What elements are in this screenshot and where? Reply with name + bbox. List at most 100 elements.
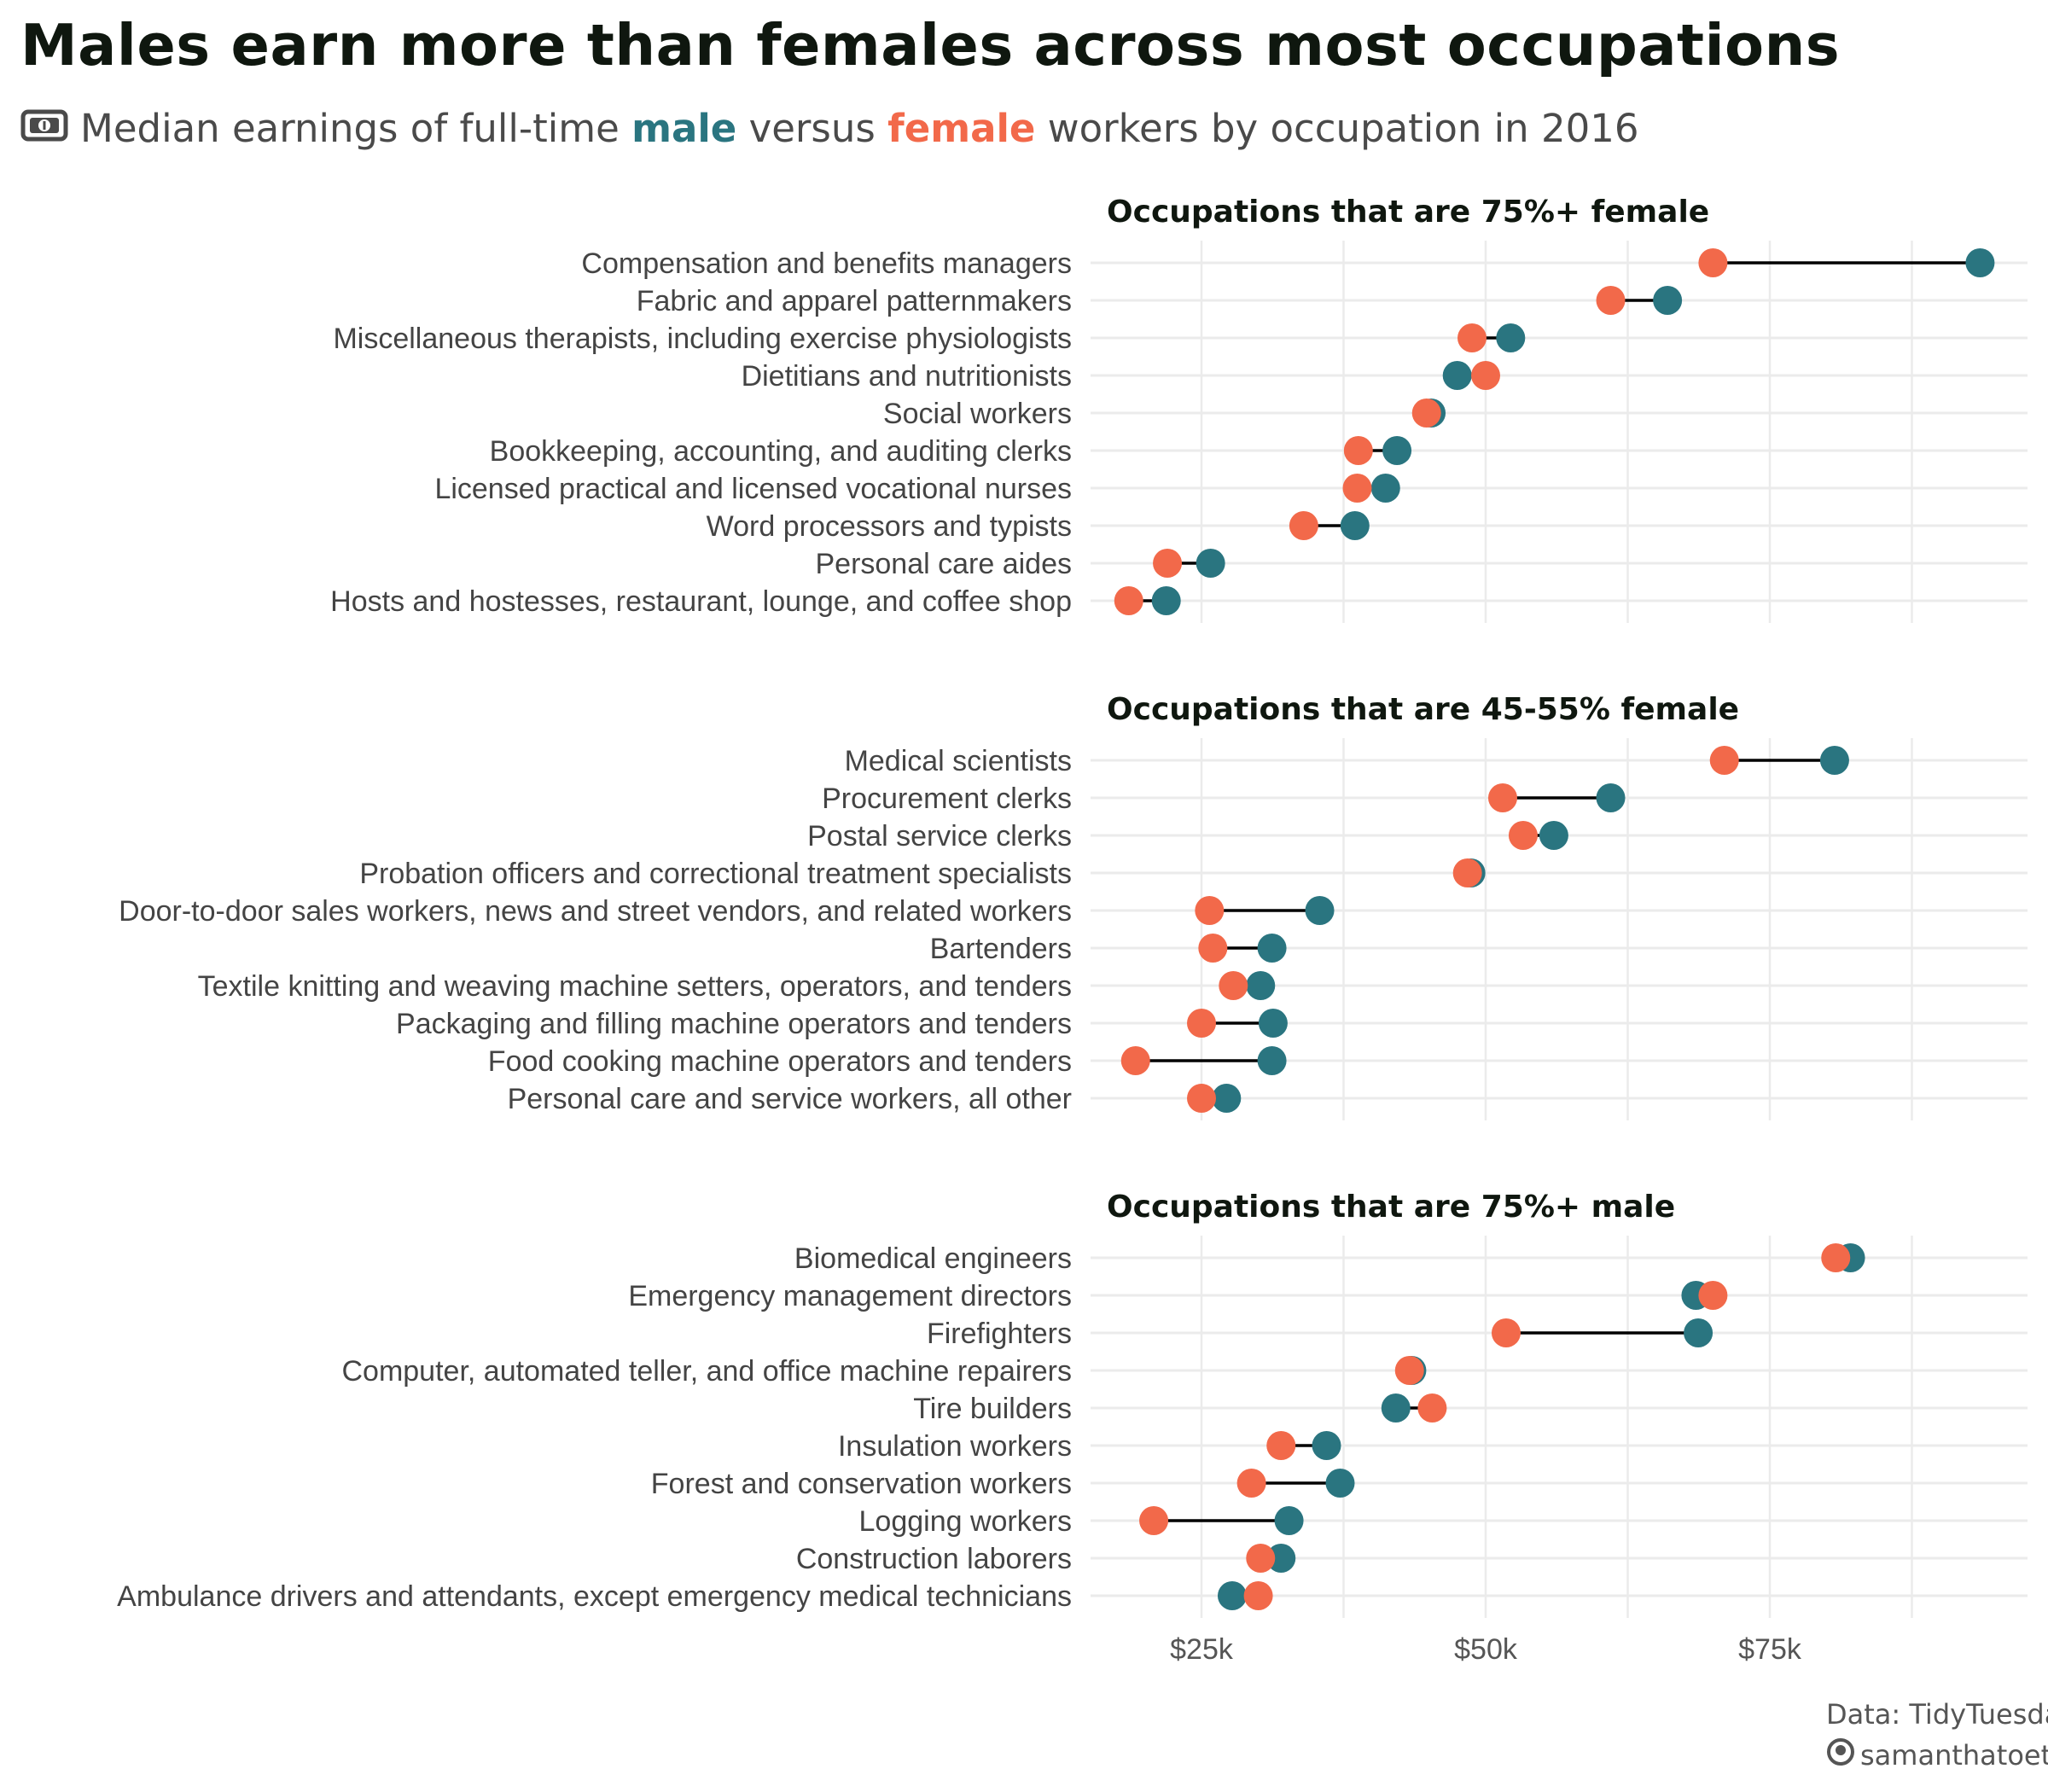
female-point: [1821, 1243, 1851, 1272]
row-label: Insulation workers: [838, 1430, 1072, 1463]
male-point: [1442, 361, 1472, 390]
subtitle-middle: versus: [748, 106, 876, 151]
facet-title: Occupations that are 45-55% female: [1107, 692, 1739, 727]
row-label: Procurement clerks: [822, 783, 1072, 815]
row-label: Ambulance drivers and attendants, except…: [117, 1580, 1072, 1613]
male-point: [1246, 971, 1276, 1000]
male-point: [1381, 1393, 1411, 1423]
male-point: [1305, 896, 1335, 925]
male-point: [1539, 821, 1568, 850]
female-point: [1243, 1581, 1273, 1610]
subtitle-suffix: workers by occupation in 2016: [1047, 106, 1639, 151]
caption-author-name: samanthatoet: [1860, 1739, 2048, 1772]
chart-subtitle: Median earnings of full-time male versus…: [20, 106, 1639, 154]
female-point: [1343, 436, 1373, 465]
female-point: [1139, 1506, 1169, 1535]
female-point: [1698, 248, 1728, 277]
row-label: Licensed practical and licensed vocation…: [434, 473, 1072, 505]
caption: Data: TidyTuesday samanthatoet: [1826, 1694, 2048, 1777]
male-point: [1684, 1318, 1713, 1347]
male-point: [1312, 1431, 1341, 1460]
row-label: Construction laborers: [796, 1543, 1072, 1575]
row-label: Tire builders: [913, 1393, 1072, 1425]
subtitle-female-legend: female: [887, 106, 1036, 151]
male-point: [1325, 1469, 1355, 1498]
female-point: [1120, 1046, 1150, 1075]
female-point: [1198, 934, 1228, 963]
row-label: Probation officers and correctional trea…: [359, 858, 1072, 890]
female-point: [1236, 1469, 1266, 1498]
female-point: [1698, 1281, 1728, 1310]
facet-panel: Occupations that are 75%+ female Compensa…: [330, 195, 2028, 623]
subtitle-male-legend: male: [631, 106, 737, 151]
caption-data-source: Data: TidyTuesday: [1826, 1698, 2048, 1731]
male-point: [1370, 474, 1400, 503]
female-point: [1219, 971, 1248, 1000]
female-point: [1457, 323, 1487, 352]
male-point: [1257, 1046, 1287, 1075]
female-point: [1471, 361, 1500, 390]
row-label: Personal care and service workers, all o…: [508, 1083, 1072, 1115]
female-point: [1266, 1431, 1296, 1460]
female-point: [1289, 511, 1318, 540]
row-label: Bookkeeping, accounting, and auditing cl…: [490, 435, 1072, 468]
male-point: [1217, 1581, 1247, 1610]
facet-panel: Occupations that are 45-55% female Medica…: [119, 692, 2028, 1120]
row-label: Postal service clerks: [807, 820, 1072, 852]
female-point: [1153, 549, 1183, 578]
row-label: Miscellaneous therapists, including exer…: [333, 323, 1072, 355]
female-point: [1596, 286, 1626, 315]
female-point: [1342, 474, 1372, 503]
row-label: Logging workers: [859, 1505, 1072, 1538]
row-label: Door-to-door sales workers, news and str…: [119, 895, 1072, 928]
female-point: [1114, 586, 1143, 615]
male-point: [1819, 746, 1849, 775]
female-point: [1246, 1544, 1276, 1573]
male-point: [1496, 323, 1526, 352]
row-label: Compensation and benefits managers: [581, 247, 1072, 280]
female-point: [1709, 746, 1739, 775]
facet-title: Occupations that are 75%+ female: [1107, 195, 1709, 230]
github-icon: [1826, 1737, 1855, 1777]
subtitle-prefix: Median earnings of full-time: [80, 106, 620, 151]
male-point: [1965, 248, 1995, 277]
row-label: Biomedical engineers: [794, 1242, 1072, 1275]
row-label: Packaging and filling machine operators …: [396, 1008, 1072, 1040]
female-point: [1487, 783, 1517, 812]
row-label: Word processors and typists: [707, 510, 1072, 543]
x-tick-label: $50k: [1454, 1633, 1518, 1666]
male-point: [1151, 586, 1181, 615]
female-point: [1417, 1393, 1447, 1423]
row-label: Fabric and apparel patternmakers: [637, 285, 1072, 317]
female-point: [1394, 1356, 1424, 1385]
facet-title: Occupations that are 75%+ male: [1107, 1190, 1675, 1225]
row-label: Emergency management directors: [628, 1280, 1072, 1312]
row-label: Forest and conservation workers: [651, 1468, 1072, 1500]
female-point: [1187, 1009, 1216, 1038]
x-tick-label: $25k: [1170, 1633, 1234, 1666]
female-point: [1411, 399, 1441, 428]
row-label: Social workers: [883, 398, 1072, 430]
male-point: [1382, 436, 1412, 465]
female-point: [1187, 1084, 1216, 1113]
chart-title: Males earn more than females across most…: [20, 12, 1841, 79]
female-point: [1491, 1318, 1521, 1347]
male-point: [1257, 934, 1287, 963]
male-point: [1212, 1084, 1242, 1113]
row-label: Food cooking machine operators and tende…: [488, 1045, 1072, 1078]
facet-panel: Occupations that are 75%+ male Biomedical…: [117, 1190, 2028, 1618]
female-point: [1452, 858, 1482, 887]
x-tick-label: $75k: [1738, 1633, 1802, 1666]
male-point: [1340, 511, 1370, 540]
row-label: Personal care aides: [815, 548, 1072, 580]
caption-author: samanthatoet: [1826, 1735, 2048, 1777]
male-point: [1653, 286, 1683, 315]
male-point: [1596, 783, 1626, 812]
money-bill-icon: [20, 106, 68, 151]
row-label: Bartenders: [930, 933, 1072, 965]
male-point: [1196, 549, 1225, 578]
row-label: Dietitians and nutritionists: [742, 360, 1072, 393]
male-point: [1266, 1544, 1296, 1573]
row-label: Hosts and hostesses, restaurant, lounge,…: [330, 585, 1072, 618]
